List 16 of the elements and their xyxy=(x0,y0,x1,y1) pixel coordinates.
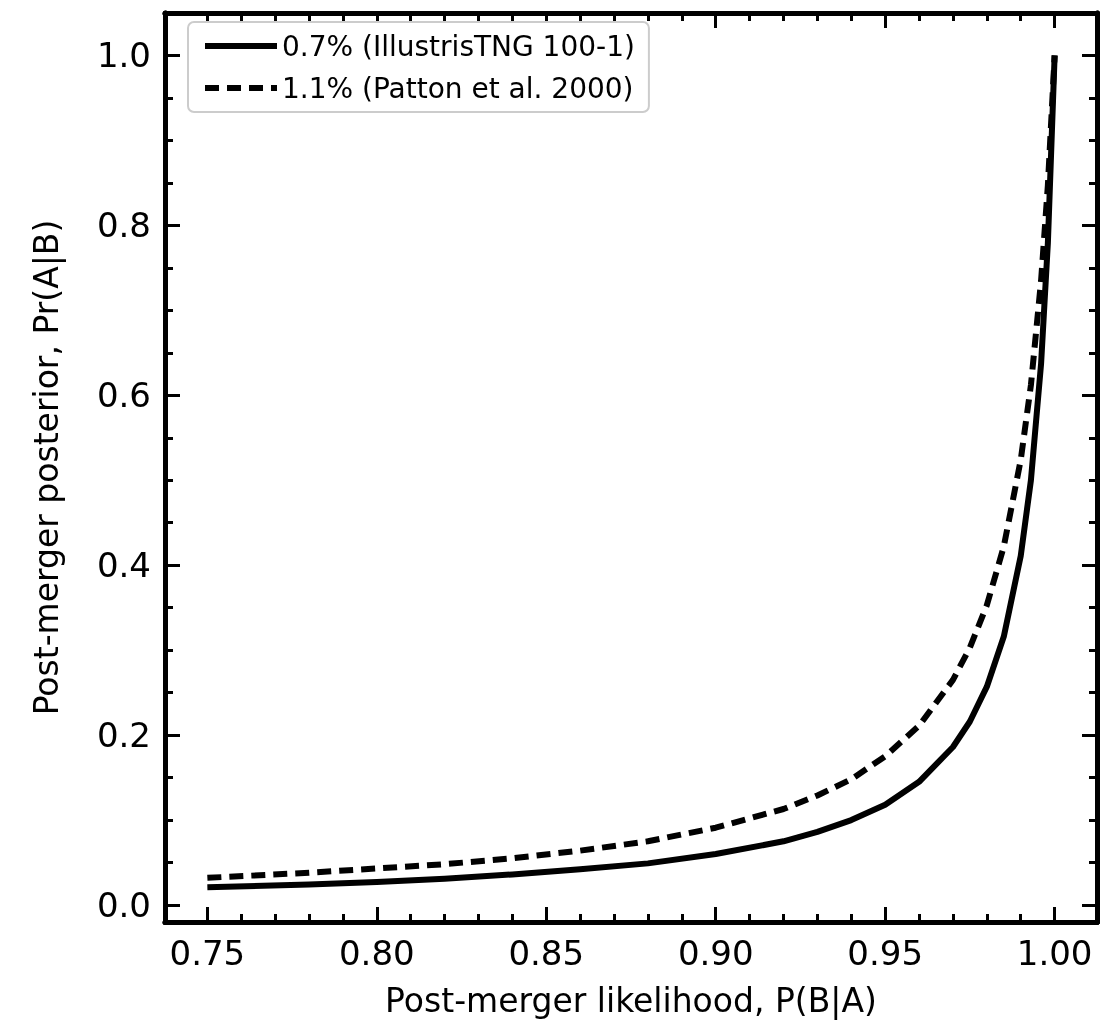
x-tick-label: 0.75 xyxy=(169,933,246,973)
y-tick-label: 1.0 xyxy=(96,35,151,76)
legend-label: 0.7% (IllustrisTNG 100-1) xyxy=(282,29,635,63)
y-tick-label: 0.8 xyxy=(96,205,151,246)
y-tick-label: 0.0 xyxy=(96,885,151,926)
x-tick-label: 0.90 xyxy=(677,933,754,973)
x-tick-label: 0.80 xyxy=(338,933,415,973)
y-axis-title: Post-merger posterior, Pr(A|B) xyxy=(27,219,66,716)
y-tick-label: 0.6 xyxy=(96,375,151,416)
y-tick-label: 0.2 xyxy=(96,715,151,756)
y-tick-label: 0.4 xyxy=(96,545,151,586)
legend-label: 1.1% (Patton et al. 2000) xyxy=(282,71,634,105)
x-tick-label: 0.95 xyxy=(847,933,924,973)
x-axis-title: Post-merger likelihood, P(B|A) xyxy=(385,981,877,1020)
x-tick-label: 1.00 xyxy=(1016,933,1093,973)
x-tick-label: 0.85 xyxy=(508,933,585,973)
